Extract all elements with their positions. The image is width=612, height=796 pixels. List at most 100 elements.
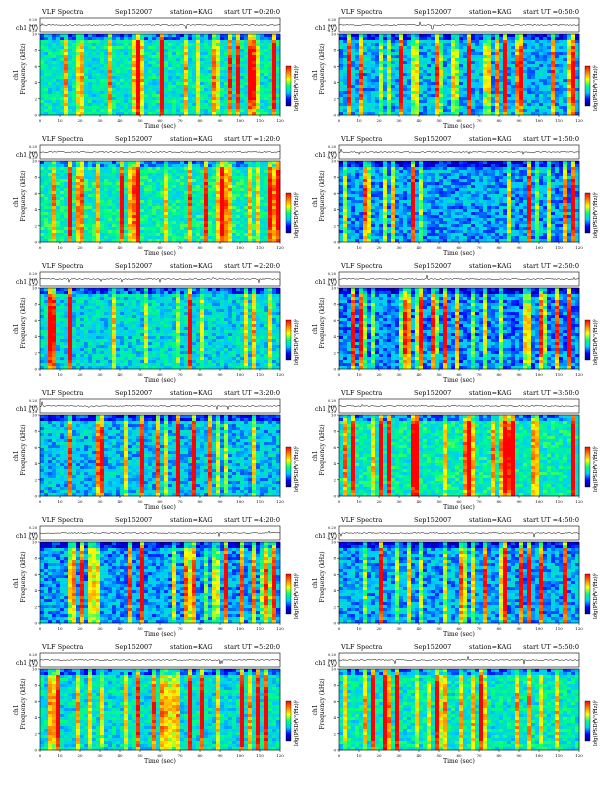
freq-tick-label: 8 xyxy=(34,48,37,53)
heatmap-cell xyxy=(395,88,399,91)
heatmap-cell xyxy=(240,167,244,170)
heatmap-cell xyxy=(152,197,156,200)
heatmap-cell xyxy=(76,43,80,46)
heatmap-cell xyxy=(104,233,108,236)
heatmap-cell xyxy=(543,58,547,61)
heatmap-cell xyxy=(423,88,427,91)
heatmap-cell xyxy=(60,58,64,61)
heatmap-cell xyxy=(168,200,172,203)
heatmap-cell xyxy=(475,58,479,61)
heatmap-cell xyxy=(124,176,128,179)
heatmap-cell xyxy=(84,215,88,218)
heatmap-cell xyxy=(76,176,80,179)
heatmap-cell xyxy=(367,40,371,43)
heatmap-cell xyxy=(180,209,184,212)
heatmap-cell xyxy=(172,73,176,76)
heatmap-cell xyxy=(383,100,387,103)
heatmap-cell xyxy=(44,79,48,82)
heatmap-cell xyxy=(507,49,511,52)
heatmap-cell xyxy=(216,46,220,49)
heatmap-cell xyxy=(407,40,411,43)
heatmap-cell xyxy=(236,227,240,230)
heatmap-cell xyxy=(88,85,92,88)
heatmap-cell xyxy=(379,109,383,112)
heatmap-cell xyxy=(256,100,260,103)
heatmap-cell xyxy=(164,85,168,88)
heatmap-cell xyxy=(44,58,48,61)
heatmap-cell xyxy=(132,227,136,230)
heatmap-cell xyxy=(244,203,248,206)
heatmap-cell xyxy=(447,67,451,70)
heatmap-cell xyxy=(56,170,60,173)
heatmap-cell xyxy=(491,100,495,103)
heatmap-cell xyxy=(72,197,76,200)
heatmap-cell xyxy=(375,73,379,76)
heatmap-cell xyxy=(232,73,236,76)
heatmap-cell xyxy=(116,73,120,76)
heatmap-cell xyxy=(44,37,48,40)
heatmap-cell xyxy=(447,73,451,76)
heatmap-cell xyxy=(395,100,399,103)
heatmap-cell xyxy=(40,209,44,212)
heatmap-cell xyxy=(535,109,539,112)
heatmap-cell xyxy=(256,40,260,43)
heatmap-cell xyxy=(120,52,124,55)
heatmap-cell xyxy=(435,58,439,61)
heatmap-cell xyxy=(503,64,507,67)
heatmap-cell xyxy=(96,206,100,209)
heatmap-cell xyxy=(212,173,216,176)
heatmap-cell xyxy=(164,61,168,64)
heatmap-cell xyxy=(200,100,204,103)
heatmap-cell xyxy=(503,58,507,61)
heatmap-cell xyxy=(212,164,216,167)
heatmap-cell xyxy=(499,46,503,49)
heatmap-cell xyxy=(108,161,112,164)
heatmap-cell xyxy=(475,43,479,46)
heatmap-cell xyxy=(248,52,252,55)
heatmap-cell xyxy=(439,49,443,52)
heatmap-cell xyxy=(563,94,567,97)
heatmap-cell xyxy=(343,82,347,85)
heatmap-cell xyxy=(184,61,188,64)
heatmap-cell xyxy=(268,76,272,79)
heatmap-cell xyxy=(224,188,228,191)
heatmap-cell xyxy=(268,40,272,43)
heatmap-cell xyxy=(56,224,60,227)
heatmap-cell xyxy=(176,230,180,233)
heatmap-cell xyxy=(140,79,144,82)
heatmap-cell xyxy=(248,188,252,191)
heatmap-cell xyxy=(64,79,68,82)
heatmap-cell xyxy=(264,58,268,61)
heatmap-cell xyxy=(403,43,407,46)
heatmap-cell xyxy=(523,43,527,46)
heatmap-cell xyxy=(523,52,527,55)
heatmap-cell xyxy=(224,76,228,79)
heatmap-cell xyxy=(495,43,499,46)
heatmap-cell xyxy=(371,82,375,85)
heatmap-cell xyxy=(152,49,156,52)
heatmap-cell xyxy=(172,218,176,221)
heatmap-cell xyxy=(371,94,375,97)
freq-tick-label: 2 xyxy=(333,96,336,101)
heatmap-cell xyxy=(411,58,415,61)
heatmap-cell xyxy=(547,76,551,79)
heatmap-cell xyxy=(112,61,116,64)
heatmap-cell xyxy=(164,209,168,212)
heatmap-cell xyxy=(248,161,252,164)
heatmap-cell xyxy=(176,82,180,85)
heatmap-cell xyxy=(72,40,76,43)
heatmap-cell xyxy=(120,185,124,188)
heatmap-cell xyxy=(76,182,80,185)
heatmap-cell xyxy=(44,227,48,230)
heatmap-cell xyxy=(128,221,132,224)
heatmap-cell xyxy=(483,55,487,58)
heatmap-cell xyxy=(523,49,527,52)
freq-tick-label: 0 xyxy=(34,113,37,118)
heatmap-cell xyxy=(503,82,507,85)
heatmap-cell xyxy=(240,55,244,58)
heatmap-cell xyxy=(168,64,172,67)
heatmap-cell xyxy=(260,164,264,167)
heatmap-cell xyxy=(76,194,80,197)
